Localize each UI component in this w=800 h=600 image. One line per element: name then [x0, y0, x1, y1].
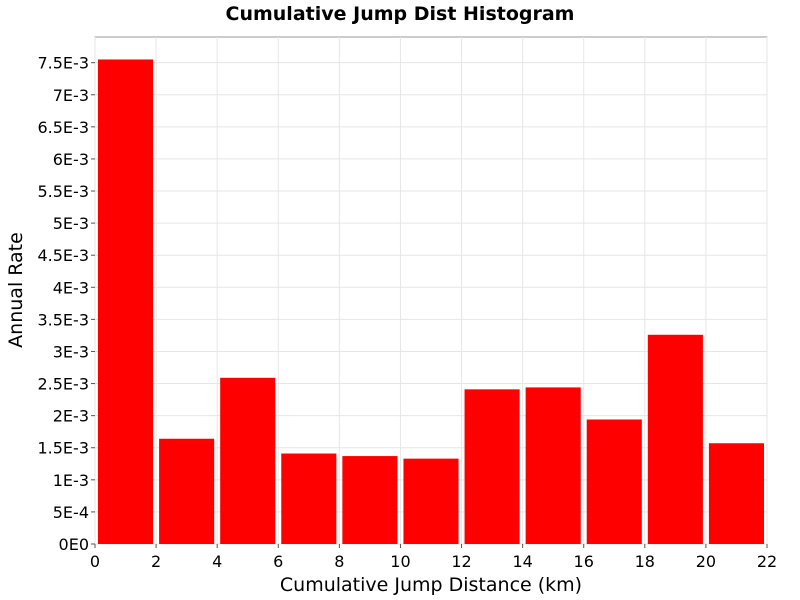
y-tick-label: 3E-3 [53, 342, 89, 361]
histogram-bar-0 [98, 59, 154, 544]
histogram-bar-2 [220, 377, 276, 544]
y-tick-label: 4.5E-3 [37, 246, 89, 265]
histogram-bar-7 [525, 387, 581, 544]
histogram-bar-1 [159, 438, 215, 544]
y-tick-label: 5.5E-3 [37, 182, 89, 201]
x-tick-label: 18 [635, 552, 655, 571]
y-axis-label: Annual Rate [5, 232, 27, 348]
y-tick-label: 2E-3 [53, 407, 89, 426]
histogram-bar-6 [464, 389, 520, 544]
y-tick-label: 1E-3 [53, 471, 89, 490]
x-tick-label: 10 [390, 552, 410, 571]
x-tick-label: 2 [151, 552, 161, 571]
bars [98, 59, 764, 544]
y-tick-label: 7E-3 [53, 86, 89, 105]
y-tick-label: 6.5E-3 [37, 118, 89, 137]
x-tick-label: 4 [212, 552, 222, 571]
x-tick-label: 8 [334, 552, 344, 571]
x-tick-label: 14 [512, 552, 532, 571]
y-axis: 0E0 5E-4 1E-3 1.5E-3 2E-3 2.5E-3 3E-3 3.5E-3 4E-… [37, 54, 95, 554]
y-tick-label: 4E-3 [53, 278, 89, 297]
y-tick-label: 0E0 [59, 535, 89, 554]
x-axis: 0 2 4 6 8 10 12 14 16 18 20 22 [90, 544, 777, 571]
histogram-bar-10 [708, 443, 764, 544]
x-tick-label: 20 [696, 552, 716, 571]
y-tick-label: 7.5E-3 [37, 54, 89, 73]
x-tick-label: 0 [90, 552, 100, 571]
x-tick-label: 16 [574, 552, 594, 571]
y-tick-label: 2.5E-3 [37, 375, 89, 394]
x-tick-label: 12 [451, 552, 471, 571]
y-tick-label: 1.5E-3 [37, 439, 89, 458]
x-tick-label: 6 [273, 552, 283, 571]
y-tick-label: 6E-3 [53, 150, 89, 169]
histogram-bar-8 [586, 419, 642, 544]
y-tick-label: 3.5E-3 [37, 310, 89, 329]
histogram-bar-3 [281, 453, 337, 544]
histogram-bar-9 [647, 334, 703, 544]
x-axis-label: Cumulative Jump Distance (km) [280, 574, 582, 596]
y-tick-label: 5E-4 [53, 503, 89, 522]
histogram-bar-5 [403, 458, 459, 544]
y-tick-label: 5E-3 [53, 214, 89, 233]
histogram-bar-4 [342, 456, 398, 544]
chart-title: Cumulative Jump Dist Histogram [226, 3, 575, 25]
x-tick-label: 22 [757, 552, 777, 571]
